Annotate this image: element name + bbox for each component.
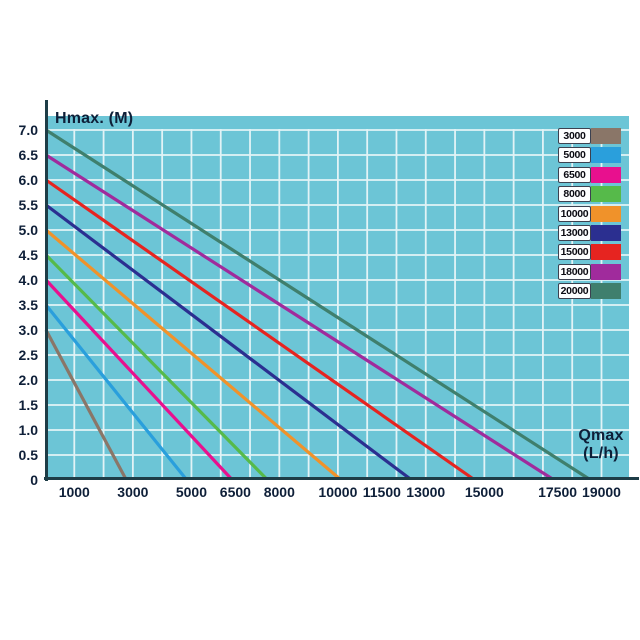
y-tick-label-4.5: 4.5 [18, 247, 38, 263]
legend-swatch-5000 [591, 147, 621, 164]
legend-swatch-18000 [591, 263, 621, 280]
legend-label-20000: 20000 [558, 283, 591, 300]
legend-swatch-15000 [591, 244, 621, 261]
series-line-18000 [45, 153, 553, 480]
x-axis-title-line1: Qmax [578, 427, 624, 444]
legend-label-10000: 10000 [558, 205, 591, 222]
x-tick-label-13000: 13000 [406, 484, 446, 500]
y-tick-label-0.5: 0.5 [18, 447, 38, 463]
x-tick-label-19000: 19000 [582, 484, 621, 500]
legend-entry-8000: 8000 [558, 186, 621, 203]
y-tick-label-1.5: 1.5 [18, 397, 38, 413]
legend-label-5000: 5000 [558, 147, 591, 164]
legend-swatch-13000 [591, 224, 621, 241]
y-tick-label-5.0: 5.0 [18, 222, 38, 238]
x-tick-label-17500: 17500 [538, 484, 578, 500]
legend-label-6500: 6500 [558, 166, 591, 183]
y-tick-label-3.0: 3.0 [18, 322, 38, 338]
legend-swatch-6500 [591, 166, 621, 183]
series-line-5000 [44, 303, 187, 480]
y-tick-label-6.0: 6.0 [18, 172, 38, 188]
y-tick-label-6.5: 6.5 [18, 147, 38, 163]
y-tick-label-7.0: 7.0 [18, 122, 38, 138]
x-axis-title: Qmax (L/h) [568, 427, 634, 463]
x-tick-label-5000: 5000 [175, 484, 208, 500]
legend-entry-20000: 20000 [558, 283, 621, 300]
legend-swatch-3000 [591, 128, 621, 144]
legend-entry-3000: 3000 [558, 128, 621, 144]
legend-swatch-8000 [591, 186, 621, 203]
x-tick-label-6500: 6500 [219, 484, 251, 500]
series-line-10000 [44, 228, 341, 480]
legend-entry-15000: 15000 [558, 244, 621, 261]
legend: 3000 5000 6500 8000 10000 13000 15000 18000 2000… [558, 128, 621, 303]
y-axis-title: Hmax. (M) [55, 110, 134, 127]
legend-label-15000: 15000 [558, 244, 591, 261]
x-tick-label-8000: 8000 [263, 484, 295, 500]
x-tick-label-3000: 3000 [117, 484, 149, 500]
y-tick-label-0: 0 [30, 472, 38, 488]
y-tick-label-4.0: 4.0 [18, 272, 38, 288]
legend-entry-6500: 6500 [558, 166, 621, 183]
legend-label-18000: 18000 [558, 263, 591, 280]
series-line-3000 [44, 329, 127, 480]
y-tick-label-5.5: 5.5 [18, 197, 38, 213]
x-tick-label-10000: 10000 [318, 484, 358, 500]
x-tick-label-1000: 1000 [58, 484, 90, 500]
legend-entry-18000: 18000 [558, 263, 621, 280]
y-tick-label-2.5: 2.5 [18, 347, 38, 363]
x-axis-title-line2: (L/h) [583, 445, 619, 462]
x-tick-label-11500: 11500 [362, 484, 401, 500]
legend-label-8000: 8000 [558, 186, 591, 203]
legend-swatch-20000 [591, 283, 621, 300]
legend-entry-5000: 5000 [558, 147, 621, 164]
series-line-8000 [44, 253, 268, 480]
legend-label-3000: 3000 [558, 128, 591, 144]
y-tick-label-1.0: 1.0 [18, 422, 38, 438]
x-tick-label-15000: 15000 [464, 484, 504, 500]
series-line-20000 [45, 128, 590, 480]
legend-entry-13000: 13000 [558, 224, 621, 241]
legend-entry-10000: 10000 [558, 205, 621, 222]
y-tick-label-3.5: 3.5 [18, 297, 38, 313]
legend-swatch-10000 [591, 205, 621, 222]
series-line-13000 [45, 203, 411, 480]
series-line-6500 [44, 278, 233, 480]
y-tick-label-2.0: 2.0 [18, 372, 38, 388]
series-line-15000 [45, 178, 474, 480]
legend-label-13000: 13000 [558, 224, 591, 241]
